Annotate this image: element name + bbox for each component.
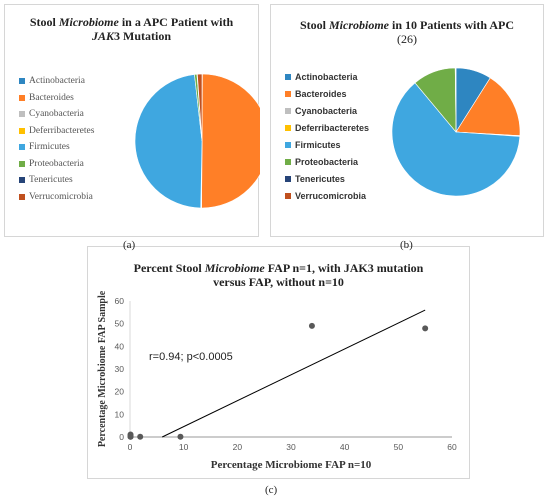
legend-item-tenericutes: Tenericutes [19, 174, 94, 191]
y-tick-label: 10 [115, 409, 125, 419]
y-tick-label: 20 [115, 387, 125, 397]
legend-item-actinobacteria: Actinobacteria [285, 71, 369, 88]
legend-item-proteobacteria: Proteobacteria [285, 156, 369, 173]
x-tick-label: 20 [233, 442, 243, 452]
legend-swatch [19, 177, 25, 183]
pie-a [134, 73, 260, 209]
x-tick-label: 0 [128, 442, 133, 452]
pie-slice-firmicutes [134, 74, 203, 209]
legend-swatch [285, 108, 291, 114]
legend-label: Actinobacteria [29, 76, 85, 86]
chart-title-c: Percent Stool Microbiome FAP n=1, with J… [133, 261, 424, 289]
y-tick-label: 30 [115, 364, 125, 374]
legend-item-verrucomicrobia: Verrucomicrobia [19, 191, 94, 208]
x-tick-label: 10 [179, 442, 189, 452]
legend-label: Verrucomicrobia [29, 191, 93, 202]
scatter-point [422, 325, 429, 332]
legend-label: Bacteroides [29, 92, 74, 103]
legend-label: Deferribacteretes [29, 125, 95, 136]
legend-label: Deferribacteretes [295, 123, 370, 133]
scatter-chart-panel-c: Percent Stool Microbiome FAP n=1, with J… [87, 246, 470, 479]
legend-item-actinobacteria: Actinobacteria [19, 75, 94, 92]
y-axis-label: Percentage Microbiome FAP Sample [97, 290, 108, 447]
scatter-point [137, 433, 144, 440]
legend-item-deferribacteretes: Deferribacteretes [285, 122, 369, 139]
y-tick-label: 50 [115, 319, 125, 329]
x-tick-label: 40 [340, 442, 350, 452]
legend-swatch [19, 127, 25, 134]
legend-swatch [285, 74, 291, 80]
legend-item-firmicutes: Firmicutes [285, 139, 369, 156]
legend-item-verrucomicrobia: Verrucomicrobia [285, 190, 369, 207]
pie-chart-panel-b: Stool Microbiome in 10 Patients with APC… [270, 4, 544, 237]
scatter-point [177, 433, 184, 440]
legend-b: Actinobacteria Bacteroides Cyanobacteria De… [285, 71, 369, 207]
legend-item-deferribacteretes: Deferribacteretes [19, 125, 94, 142]
legend-item-tenericutes: Tenericutes [285, 173, 369, 190]
pie-slice-bacteroides [201, 73, 260, 209]
legend-label: Firmicutes [29, 142, 70, 152]
y-tick-label: 60 [115, 296, 125, 306]
legend-label: Bacteroides [295, 89, 347, 99]
legend-swatch [285, 125, 291, 131]
scatter-c: 0 10 20 30 40 50 60 0 10 20 30 40 50 60 r=0.94; p<0.00… [97, 290, 457, 471]
legend-label: Verrucomicrobia [295, 191, 367, 201]
legend-label: Cyanobacteria [295, 106, 358, 116]
pie-chart-panel-a: Stool Microbiome in a APC Patient with J… [4, 4, 260, 237]
y-tick-label: 0 [119, 432, 124, 442]
legend-swatch [285, 193, 291, 199]
pie-slice-bacteroides [455, 77, 521, 137]
legend-label: Tenericutes [295, 174, 345, 184]
legend-item-cyanobacteria: Cyanobacteria [19, 108, 94, 125]
legend-swatch [285, 91, 291, 97]
chart-title-b: Stool Microbiome in 10 Patients with APC… [299, 18, 515, 46]
legend-swatch [19, 111, 25, 117]
y-tick-label: 40 [115, 341, 125, 351]
legend-swatch [285, 159, 291, 165]
legend-item-cyanobacteria: Cyanobacteria [285, 105, 369, 122]
legend-label: Actinobacteria [295, 72, 358, 82]
pie-slice-firmicutes [391, 82, 521, 197]
legend-label: Firmicutes [295, 140, 341, 150]
legend-swatch [285, 176, 291, 182]
x-axis-label: Percentage Microbiome FAP n=10 [211, 459, 372, 471]
chart-title-a: Stool Microbiome in a APC Patient with J… [29, 15, 234, 43]
panel-label-a: (a) [123, 239, 136, 251]
pie-slice-verrucomicrobia [197, 73, 203, 142]
x-tick-label: 50 [394, 442, 404, 452]
legend-swatch [19, 78, 25, 84]
legend-swatch [19, 193, 25, 200]
legend-swatch [19, 160, 25, 167]
x-tick-label: 30 [286, 442, 296, 452]
scatter-point [308, 322, 315, 329]
trendline [161, 309, 426, 438]
legend-label: Proteobacteria [295, 157, 359, 167]
legend-swatch [19, 144, 25, 150]
legend-item-proteobacteria: Proteobacteria [19, 158, 94, 175]
panel-label-c: (c) [265, 484, 278, 496]
legend-a: Actinobacteria Bacteroides Cyanobacteria De… [19, 75, 94, 207]
legend-item-bacteroides: Bacteroides [19, 92, 94, 109]
legend-label: Tenericutes [29, 175, 73, 185]
scatter-point [127, 433, 134, 440]
panel-label-b: (b) [400, 239, 413, 251]
pie-b [391, 67, 521, 197]
legend-swatch [19, 94, 25, 101]
x-tick-label: 60 [447, 442, 457, 452]
legend-item-bacteroides: Bacteroides [285, 88, 369, 105]
legend-item-firmicutes: Firmicutes [19, 141, 94, 158]
legend-swatch [285, 142, 291, 148]
legend-label: Cyanobacteria [29, 109, 84, 119]
correlation-annotation: r=0.94; p<0.0005 [149, 351, 233, 363]
legend-label: Proteobacteria [29, 158, 84, 169]
